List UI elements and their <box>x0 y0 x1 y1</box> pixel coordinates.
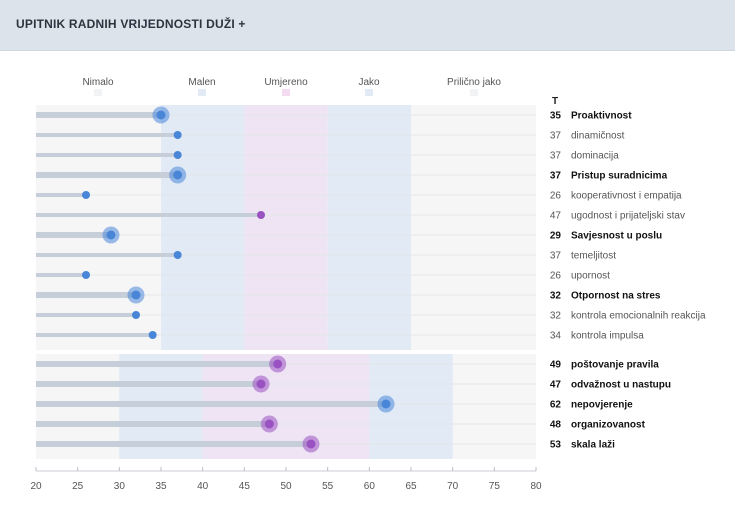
row-label: Savjesnost u poslu <box>571 231 662 242</box>
row-score: 48 <box>550 420 562 431</box>
row-label: poštovanje pravila <box>571 360 659 371</box>
x-tick-label: 75 <box>489 481 501 492</box>
lollipop-point <box>256 379 266 389</box>
norm-band <box>327 105 411 350</box>
lollipop-point <box>148 331 157 339</box>
lollipop-point <box>82 191 90 199</box>
lollipop-point <box>306 439 316 449</box>
lollipop-point <box>257 211 265 219</box>
row-score: 47 <box>550 211 562 222</box>
x-tick-label: 25 <box>72 481 84 492</box>
row-label: Pristup suradnicima <box>571 171 668 182</box>
row-label: odvažnost u nastupu <box>571 380 671 391</box>
x-tick-label: 30 <box>114 481 126 492</box>
row-score: 49 <box>550 360 562 371</box>
lollipop-point <box>173 170 183 180</box>
legend-swatch <box>282 89 290 96</box>
legend-label: Malen <box>188 77 215 88</box>
legend-swatch <box>470 89 478 96</box>
lollipop-point <box>106 230 116 240</box>
row-score: 26 <box>550 191 562 202</box>
row-score: 53 <box>550 440 562 451</box>
x-tick-label: 70 <box>447 481 459 492</box>
row-score: 35 <box>550 111 562 122</box>
row-label: dominacija <box>571 151 619 162</box>
norm-band <box>244 105 328 350</box>
row-score: 32 <box>550 291 562 302</box>
row-score: 37 <box>550 151 562 162</box>
row-score: 26 <box>550 271 562 282</box>
row-score: 37 <box>550 131 562 142</box>
lollipop-point <box>173 251 182 259</box>
lollipop-point <box>156 110 166 120</box>
norm-band <box>161 105 245 350</box>
row-score: 62 <box>550 400 562 411</box>
x-tick-label: 50 <box>280 481 292 492</box>
lollipop-point <box>264 419 274 429</box>
page-header: UPITNIK RADNIH VRIJEDNOSTI DUŽI + <box>0 0 735 51</box>
page-title: UPITNIK RADNIH VRIJEDNOSTI DUŽI + <box>16 17 246 31</box>
legend-swatch <box>94 89 102 96</box>
row-score: 37 <box>550 171 562 182</box>
x-tick-label: 40 <box>197 481 209 492</box>
row-label: kontrola impulsa <box>571 331 644 342</box>
row-score: 32 <box>550 311 562 322</box>
row-score: 29 <box>550 231 562 242</box>
legend-swatch <box>365 89 373 96</box>
row-label: dinamičnost <box>571 131 625 142</box>
x-tick-label: 20 <box>30 481 42 492</box>
legend-swatch <box>198 89 206 96</box>
row-score: 37 <box>550 251 562 262</box>
x-tick-label: 60 <box>364 481 376 492</box>
row-label: Proaktivnost <box>571 111 632 122</box>
row-label: nepovjerenje <box>571 400 633 411</box>
lollipop-point <box>273 359 283 369</box>
lollipop-point <box>173 151 182 159</box>
row-label: upornost <box>571 271 610 282</box>
row-label: organizovanost <box>571 420 646 431</box>
row-score: 34 <box>550 331 562 342</box>
x-tick-label: 45 <box>239 481 251 492</box>
lollipop-point <box>132 311 140 319</box>
row-score: 47 <box>550 380 562 391</box>
row-label: skala laži <box>571 440 615 451</box>
lollipop-point <box>381 399 391 409</box>
t-column-header: T <box>552 96 558 107</box>
lollipop-point <box>131 290 141 300</box>
row-label: Otpornost na stres <box>571 291 661 302</box>
lollipop-point <box>173 131 182 139</box>
chart-groups <box>36 105 536 459</box>
lollipop-point <box>82 271 90 279</box>
row-label: temeljitost <box>571 251 616 262</box>
legend-label: Prilično jako <box>447 77 501 88</box>
row-label: ugodnost i prijateljski stav <box>571 211 685 222</box>
chart-legend: Nimalo Malen Umjereno Jako Prilično jako T <box>82 77 558 107</box>
x-tick-label: 35 <box>155 481 167 492</box>
legend-label: Nimalo <box>82 77 114 88</box>
x-tick-label: 80 <box>530 481 542 492</box>
row-label: kontrola emocionalnih reakcija <box>571 311 706 322</box>
x-tick-label: 55 <box>322 481 334 492</box>
row-label: kooperativnost i empatija <box>571 191 682 202</box>
x-axis: 20 25 30 35 40 45 50 55 60 65 70 75 80 <box>30 467 542 492</box>
x-tick-label: 65 <box>405 481 417 492</box>
row-labels: 35 Proaktivnost 37 dinamičnost 37 dominacija 3… <box>550 111 706 451</box>
legend-label: Jako <box>358 77 380 88</box>
legend-label: Umjereno <box>264 77 308 88</box>
